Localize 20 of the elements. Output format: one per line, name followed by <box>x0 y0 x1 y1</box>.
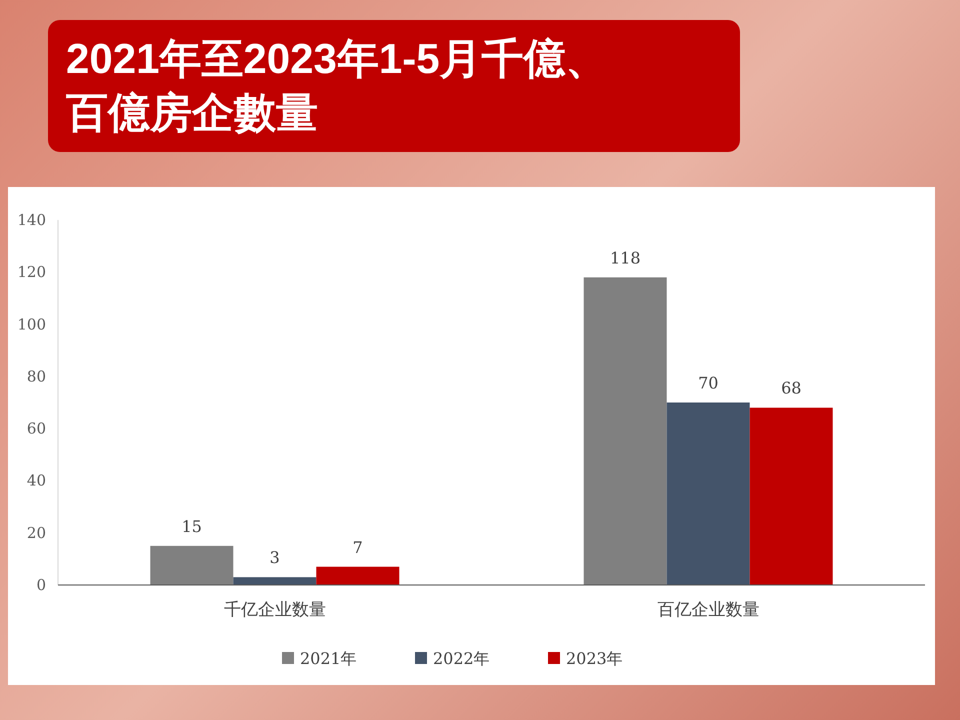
chart-title: 2021年至2023年1-5月千億、百億房企數量 <box>48 20 740 152</box>
y-tick-label: 100 <box>17 315 46 334</box>
data-label: 118 <box>610 248 641 268</box>
legend-label: 2022年 <box>433 649 490 668</box>
y-tick-label: 0 <box>36 576 46 594</box>
x-tick-label: 百亿企业数量 <box>657 600 760 619</box>
data-label: 70 <box>698 374 718 392</box>
y-tick-label: 60 <box>26 420 46 438</box>
x-tick-label: 千亿企业数量 <box>224 600 326 619</box>
data-label: 3 <box>270 548 280 568</box>
y-tick-label: 20 <box>26 524 46 542</box>
y-tick-label: 120 <box>17 263 46 282</box>
y-tick-label: 140 <box>17 211 46 229</box>
y-tick-label: 40 <box>26 472 46 490</box>
legend-label: 2023年 <box>566 649 623 668</box>
y-tick-label: 80 <box>26 367 46 386</box>
data-label: 68 <box>781 378 802 398</box>
data-label: 15 <box>182 516 202 536</box>
data-label: 7 <box>352 538 363 557</box>
legend-label: 2021年 <box>300 649 357 668</box>
